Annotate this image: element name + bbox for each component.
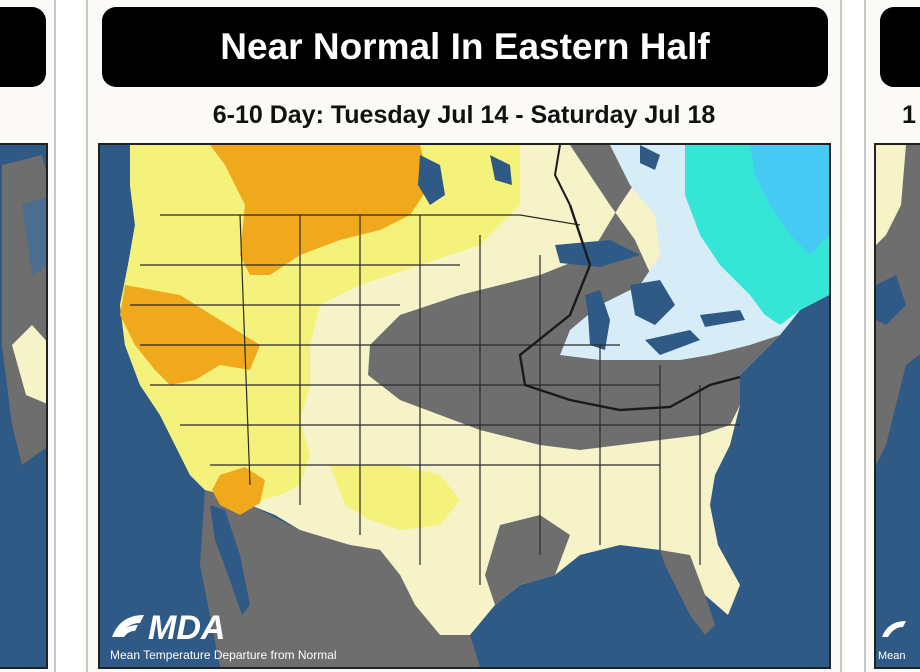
great-lakes (555, 240, 745, 355)
boundary-line (518, 204, 741, 412)
above-normal-strong-north (210, 145, 430, 275)
forecast-date-range: 6-10 Day: Tuesday Jul 14 - Saturday Jul … (212, 101, 716, 129)
above-normal-strong-west (120, 285, 260, 385)
right-panel-title-bar (880, 7, 920, 87)
above-normal-south (330, 465, 460, 530)
right-map-caption-fragment: Mean (878, 650, 906, 662)
left-panel-title-bar (0, 7, 46, 87)
temperature-map: MDA Mean Temperature Departure from Norm… (98, 143, 831, 669)
right-panel-partial: 1 Mean (864, 0, 920, 672)
left-panel-partial (0, 0, 56, 672)
gulf-of-california (210, 505, 250, 615)
right-map: Mean (876, 145, 920, 667)
mda-logo-text: MDA (148, 609, 225, 647)
center-panel: Near Normal In Eastern Half 6-10 Day: Tu… (86, 0, 842, 672)
below-normal-strong (750, 145, 829, 255)
left-map (0, 145, 46, 667)
florida (660, 550, 715, 635)
mda-logo (112, 615, 144, 637)
mexico-land (200, 490, 480, 667)
boundary-line-upper (553, 145, 571, 206)
right-panel-subtitle-fragment: 1 (902, 101, 916, 129)
panel-title: Near Normal In Eastern Half (220, 26, 710, 67)
map-caption: Mean Temperature Departure from Normal (110, 648, 337, 662)
left-map-frame (0, 143, 48, 669)
near-normal-south (485, 515, 570, 605)
right-map-frame: Mean (874, 143, 920, 669)
canadian-lakes (418, 145, 660, 205)
temperature-map-svg: MDA Mean Temperature Departure from Norm… (100, 145, 829, 667)
title-bar: Near Normal In Eastern Half (102, 7, 828, 87)
above-normal-strong-sw (212, 467, 265, 515)
state-borders (130, 214, 740, 585)
